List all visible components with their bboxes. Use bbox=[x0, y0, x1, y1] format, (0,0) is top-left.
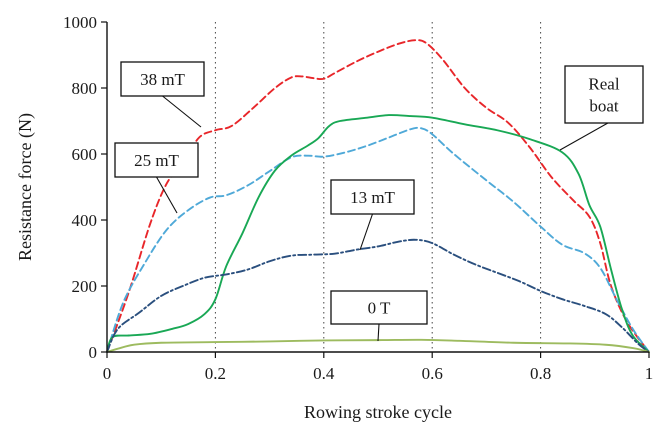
series-line-real-boat bbox=[106, 114, 650, 353]
x-tick-label: 0.8 bbox=[530, 364, 551, 383]
callout-label: Real bbox=[588, 75, 619, 94]
y-tick-label: 1000 bbox=[63, 13, 97, 32]
x-tick-label: 0.2 bbox=[205, 364, 226, 383]
y-tick-label: 800 bbox=[72, 79, 98, 98]
x-tick-label: 0.6 bbox=[422, 364, 443, 383]
series-lines bbox=[106, 39, 650, 353]
callout-0-t: 0 T bbox=[330, 290, 428, 342]
callout-leader bbox=[162, 95, 202, 128]
callout-box bbox=[114, 142, 199, 178]
series-line-38-mt bbox=[106, 39, 650, 353]
callout-label: boat bbox=[589, 97, 619, 116]
callout-real-boat: Real boat bbox=[559, 65, 644, 151]
callout-leader bbox=[359, 213, 374, 251]
callout-leader bbox=[156, 176, 178, 214]
callout-box bbox=[564, 65, 644, 124]
callout-label: 25 mT bbox=[134, 151, 179, 170]
callout-25-mt: 25 mT bbox=[114, 142, 199, 214]
axes bbox=[101, 21, 650, 358]
x-tick-label: 1 bbox=[645, 364, 654, 383]
callout-leader bbox=[559, 122, 609, 151]
y-tick-label: 0 bbox=[89, 343, 98, 362]
callout-leader bbox=[377, 323, 380, 342]
x-tick-label: 0 bbox=[103, 364, 112, 383]
callout-13-mt: 13 mT bbox=[330, 179, 415, 251]
series-line-25-mt bbox=[106, 126, 650, 353]
y-axis-title: Resistance force (N) bbox=[15, 113, 36, 261]
callout-box bbox=[120, 61, 205, 97]
callout-label: 0 T bbox=[368, 299, 391, 318]
y-tick-label: 600 bbox=[72, 145, 98, 164]
callout-box bbox=[330, 290, 428, 325]
series-line-0-t bbox=[106, 338, 650, 353]
callout-box bbox=[330, 179, 415, 215]
y-tick-label: 400 bbox=[72, 211, 98, 230]
callout-label: 13 mT bbox=[350, 188, 395, 207]
series-line-13-mt bbox=[106, 238, 650, 353]
tick-labels: 0 200 400 600 800 1000 0 0.2 0.4 0.6 0.8 1 bbox=[63, 13, 653, 383]
callout-label: 38 mT bbox=[140, 70, 185, 89]
x-tick-label: 0.4 bbox=[313, 364, 335, 383]
y-tick-label: 200 bbox=[72, 277, 98, 296]
callouts: 38 mT 25 mT 13 mT 0 T Real boat bbox=[114, 61, 644, 342]
callout-38-mt: 38 mT bbox=[120, 61, 205, 128]
x-axis-title: Rowing stroke cycle bbox=[304, 402, 452, 422]
